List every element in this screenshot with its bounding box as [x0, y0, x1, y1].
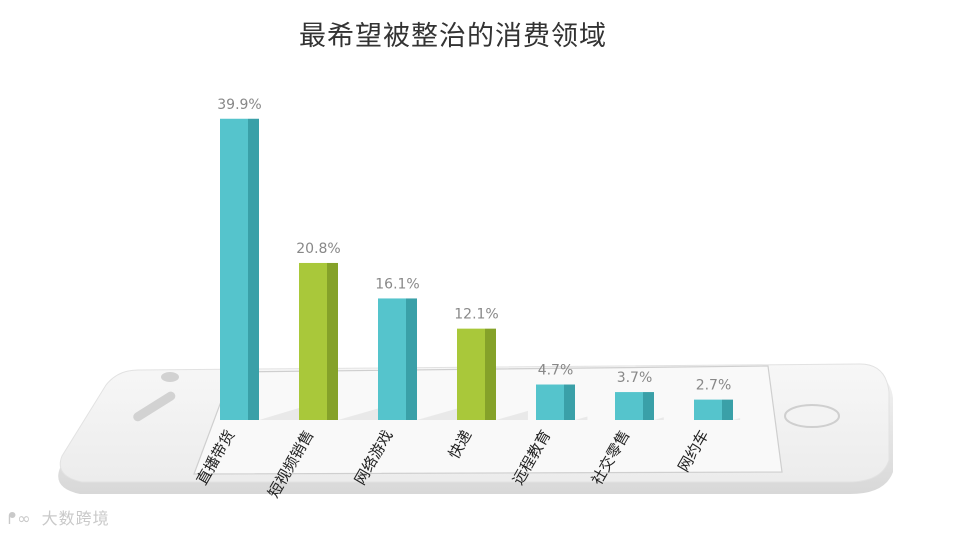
chart-title: 最希望被整治的消费领域 — [299, 21, 607, 52]
bar-side — [327, 262, 338, 420]
data-label: 12.1% — [454, 307, 498, 323]
category-label: 网约车 — [674, 427, 712, 475]
category-label: 快递 — [445, 427, 476, 462]
watermark-text: 大数跨境 — [41, 509, 110, 528]
bar-shadow — [496, 410, 528, 420]
phone-speaker — [133, 391, 176, 422]
bar — [220, 118, 248, 420]
bar-side — [564, 384, 575, 420]
bar — [694, 399, 722, 420]
category-label: 直播带货 — [193, 427, 239, 488]
bar-side — [406, 298, 417, 420]
bar — [378, 298, 406, 420]
bar-shadow — [654, 417, 664, 420]
category-label: 网络游戏 — [351, 427, 397, 488]
data-label: 3.7% — [617, 370, 653, 386]
bar-side — [722, 399, 733, 420]
category-label: 远程教育 — [509, 427, 555, 488]
bar — [457, 328, 485, 420]
bar-side — [643, 392, 654, 420]
bar-side — [248, 118, 259, 420]
category-label: 社交零售 — [588, 427, 634, 488]
logo-icon: ᖰ∞ — [8, 509, 32, 528]
bar — [299, 262, 327, 420]
bar-shadow — [575, 416, 588, 420]
data-label: 4.7% — [538, 363, 574, 379]
data-label: 20.8% — [296, 241, 340, 257]
bar — [536, 384, 564, 420]
watermark: ᖰ∞ 大数跨境 — [8, 505, 110, 529]
phone-camera — [161, 372, 179, 382]
bar-shadow — [733, 417, 741, 420]
data-label: 16.1% — [375, 276, 419, 292]
bar-side — [485, 328, 496, 420]
data-label: 39.9% — [217, 97, 261, 113]
phone-home-button — [784, 404, 840, 428]
category-label: 短视频销售 — [264, 427, 317, 501]
bar — [615, 392, 643, 420]
data-label: 2.7% — [696, 378, 732, 394]
bar-shadow — [417, 407, 460, 420]
